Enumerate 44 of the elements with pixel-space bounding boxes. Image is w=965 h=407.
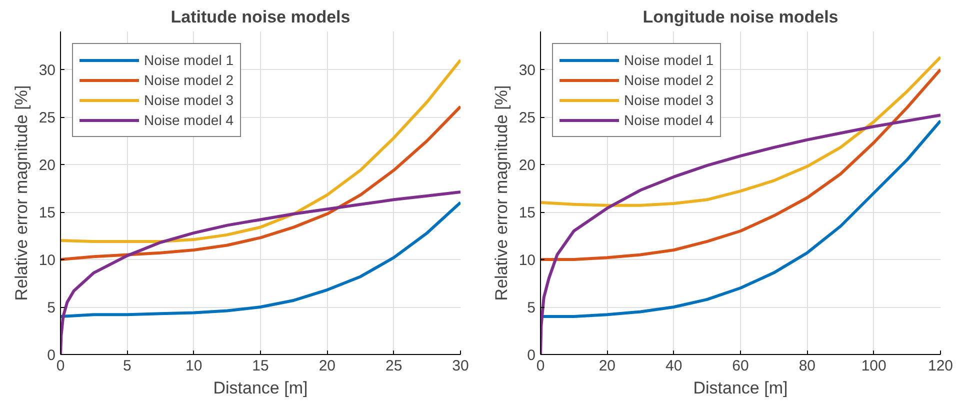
x-tick-label: 15 [252,358,269,374]
y-tick-label: 25 [518,110,536,126]
x-tick-label: 10 [185,358,202,374]
y-tick-label: 0 [47,347,56,364]
legend-label: Noise model 1 [144,52,234,68]
y-tick-label: 30 [38,62,56,79]
x-tick-label: 120 [928,358,954,374]
y-axis-title: Relative error magnitude [%] [12,85,31,301]
legend-label: Noise model 4 [144,112,234,128]
legend-label: Noise model 4 [624,112,714,128]
line-series [60,201,460,318]
line-series [540,68,940,261]
x-tick-label: 100 [861,358,886,374]
y-axis-title: Relative error magnitude [%] [492,85,511,301]
legend-label: Noise model 3 [624,92,714,108]
legend-label: Noise model 2 [624,72,714,88]
x-tick-label: 30 [452,358,469,374]
y-tick-label: 0 [527,347,536,364]
y-tick-label: 20 [518,157,536,174]
y-tick-label: 15 [518,204,536,222]
x-tick-label: 60 [732,358,749,374]
y-tick-label: 15 [38,204,56,222]
x-tick-label: 40 [665,358,682,374]
x-tick-label: 80 [798,358,816,374]
y-tick-label: 5 [47,300,56,316]
y-tick-label: 10 [518,252,536,269]
x-tick-label: 20 [318,358,336,374]
x-tick-label: 25 [385,358,402,374]
y-tick-label: 30 [518,62,536,79]
chart-title: Longitude noise models [642,8,838,26]
y-tick-label: 5 [527,300,536,316]
x-tick-label: 20 [598,358,616,374]
x-axis-title: Distance [m] [693,378,788,398]
chart-title: Latitude noise models [170,8,350,26]
legend-label: Noise model 1 [624,52,714,68]
y-tick-label: 25 [38,110,56,126]
line-series [540,56,940,207]
y-tick-label: 20 [38,157,56,174]
y-tick-label: 10 [38,252,56,269]
legend-label: Noise model 3 [144,92,234,108]
line-series [60,105,460,261]
x-axis-title: Distance [m] [213,378,308,398]
legend-label: Noise model 2 [144,72,234,88]
x-tick-label: 5 [122,358,132,374]
